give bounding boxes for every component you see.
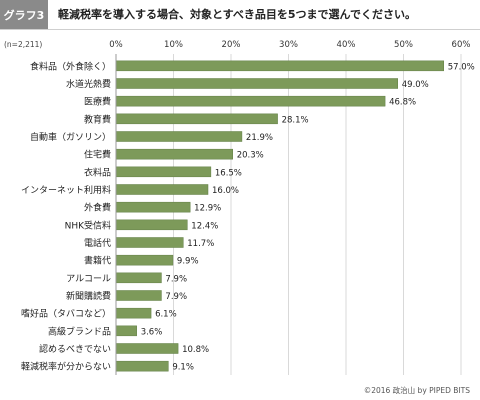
category-label: NHK受信料	[65, 219, 111, 231]
bar	[115, 307, 152, 319]
bar	[115, 237, 184, 248]
category-label: 医療費	[84, 96, 111, 108]
bar	[115, 184, 209, 195]
chart-header: グラフ3 軽減税率を導入する場合、対象とすべき品目を5つまで選んでください。	[0, 0, 480, 30]
value-label: 3.6%	[141, 327, 163, 337]
bar	[115, 78, 398, 89]
value-label: 10.8%	[182, 345, 209, 355]
chart-title: 軽減税率を導入する場合、対象とすべき品目を5つまで選んでください。	[58, 8, 417, 21]
bar	[115, 343, 179, 354]
bar	[115, 360, 169, 372]
category-label: 嗜好品（タバコなど）	[21, 308, 111, 320]
bar	[115, 131, 243, 142]
bar	[115, 272, 162, 284]
value-label: 9.9%	[177, 257, 199, 267]
category-label: 新聞購読費	[66, 290, 111, 302]
value-label: 7.9%	[165, 292, 187, 302]
value-label: 7.9%	[165, 274, 187, 284]
category-label: インターネット利用料	[21, 184, 111, 196]
x-tick-label: 30%	[279, 40, 298, 50]
category-label: 水道光熱費	[66, 78, 111, 90]
bar	[115, 148, 233, 160]
x-tick-label: 40%	[337, 40, 356, 50]
category-label: 住宅費	[84, 149, 111, 161]
bar	[115, 113, 278, 125]
sample-size-note: (n=2,211)	[4, 40, 42, 49]
category-label: 高級ブランド品	[48, 325, 111, 337]
x-tick-label: 10%	[164, 40, 183, 50]
value-label: 16.5%	[215, 168, 242, 178]
category-label: 自動車（ガソリン）	[30, 131, 111, 143]
bar	[115, 60, 444, 72]
x-tick-label: 20%	[222, 40, 241, 50]
category-label: 電話代	[84, 237, 111, 249]
value-label: 21.9%	[246, 133, 273, 143]
bar	[115, 290, 162, 301]
value-label: 16.0%	[212, 186, 239, 196]
value-label: 12.4%	[191, 221, 218, 231]
category-label: 教育費	[84, 113, 111, 125]
value-label: 49.0%	[402, 80, 429, 90]
x-tick-label: 60%	[452, 40, 471, 50]
category-label: 認めるべきでない	[39, 343, 111, 355]
bar	[115, 254, 174, 266]
category-label: 軽減税率が分からない	[21, 361, 111, 373]
bar	[115, 166, 212, 178]
x-tick-label: 50%	[394, 40, 413, 50]
category-label: 外食費	[84, 202, 111, 214]
bar	[115, 325, 137, 337]
bar	[115, 95, 386, 107]
x-tick-label: 0%	[109, 40, 123, 50]
value-label: 6.1%	[155, 310, 177, 320]
category-label: 食料品（外食除く）	[30, 60, 111, 72]
value-label: 9.1%	[172, 363, 194, 373]
bar-chart: (n=2,211) 0% 10% 20% 30% 40% 50% 60% 食料品（外食除く） 57…	[4, 40, 475, 375]
category-label: 衣料品	[84, 166, 111, 178]
value-label: 28.1%	[282, 115, 309, 125]
category-label: アルコール	[66, 274, 111, 284]
value-label: 57.0%	[448, 62, 475, 72]
value-label: 12.9%	[194, 204, 221, 214]
value-label: 11.7%	[187, 239, 214, 249]
bar	[115, 219, 188, 231]
copyright-note: ©2016 政治山 by PIPED BITS	[363, 386, 470, 395]
graph-number-tag: グラフ3	[0, 0, 48, 29]
value-label: 46.8%	[389, 98, 416, 108]
category-label: 書籍代	[84, 255, 111, 267]
bar	[115, 201, 191, 213]
value-label: 20.3%	[237, 151, 264, 161]
